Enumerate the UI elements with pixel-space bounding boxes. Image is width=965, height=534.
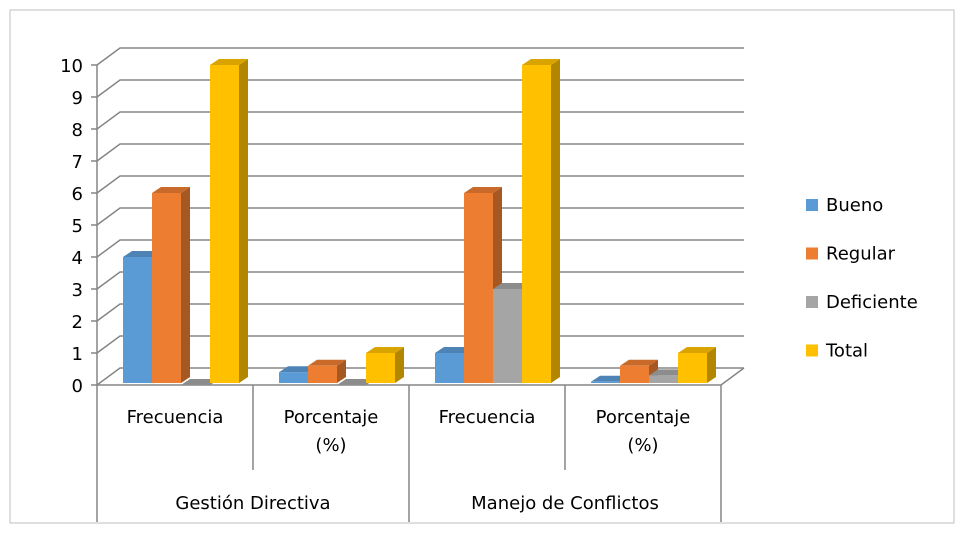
bar-side (707, 347, 716, 383)
bar-top (181, 379, 219, 385)
x-tick-label: Porcentaje (%) (595, 407, 691, 456)
group-label: Manejo de Conflictos (471, 493, 659, 514)
y-tick-label: 5 (72, 216, 83, 237)
bar-front (620, 365, 649, 383)
legend-swatch (806, 296, 818, 308)
bar-top (678, 347, 716, 353)
legend-label: Regular (826, 244, 896, 265)
bar-top (366, 347, 404, 353)
legend-swatch (806, 199, 818, 211)
y-tick-label: 6 (72, 184, 83, 205)
bar-front (678, 353, 707, 383)
bar-side (181, 187, 190, 383)
bar-top (337, 379, 375, 385)
bar-side (239, 59, 248, 383)
bar (678, 347, 716, 383)
y-tick-label: 8 (72, 120, 83, 141)
group-label: Gestión Directiva (175, 493, 331, 514)
legend-swatch (806, 247, 818, 260)
bar (152, 187, 190, 383)
bar-front (435, 353, 464, 383)
bar-front (464, 193, 493, 383)
legend-label: Deficiente (826, 292, 918, 313)
bar (308, 359, 346, 383)
y-tick-label: 1 (72, 344, 83, 365)
x-tick-label: Frecuencia (126, 407, 224, 428)
y-tick-label: 4 (72, 248, 83, 269)
legend-swatch (806, 344, 818, 357)
bar (210, 59, 248, 383)
bar-front (152, 193, 181, 383)
legend-label: Bueno (826, 195, 883, 216)
grid-line (96, 47, 744, 66)
x-tick-label: Porcentaje (%) (283, 407, 379, 456)
x-tick-label: Frecuencia (438, 407, 536, 428)
y-tick-label: 3 (72, 280, 83, 301)
y-tick-label: 10 (60, 56, 83, 77)
bar-front (308, 365, 337, 383)
bar-front (522, 65, 551, 383)
bar-top (493, 283, 531, 289)
bar-front (123, 257, 152, 383)
y-tick-label: 0 (72, 376, 83, 397)
y-tick-label: 7 (72, 152, 83, 173)
legend-label: Total (825, 341, 868, 362)
bar-top (464, 187, 502, 193)
bar-front (210, 65, 239, 383)
bar-front (649, 375, 678, 383)
bar-top (123, 251, 161, 257)
bar-front (279, 372, 308, 383)
bar-front (591, 381, 620, 383)
bar-front (366, 353, 395, 383)
bar-top (522, 59, 560, 65)
bar-top (279, 366, 317, 373)
bar-top (591, 375, 629, 382)
bar-top (649, 369, 687, 376)
bar (522, 59, 560, 383)
bar-top (435, 347, 473, 353)
bar-side (337, 359, 346, 383)
bar (620, 359, 658, 383)
bar-top (210, 59, 248, 65)
bar-top (308, 359, 346, 366)
bar-front (493, 289, 522, 383)
y-tick-label: 2 (72, 312, 83, 333)
bar-top (152, 187, 190, 193)
bar-side (551, 59, 560, 383)
y-tick-label: 9 (72, 88, 83, 109)
bar (366, 347, 404, 383)
bar-side (395, 347, 404, 383)
bar-top (620, 359, 658, 366)
